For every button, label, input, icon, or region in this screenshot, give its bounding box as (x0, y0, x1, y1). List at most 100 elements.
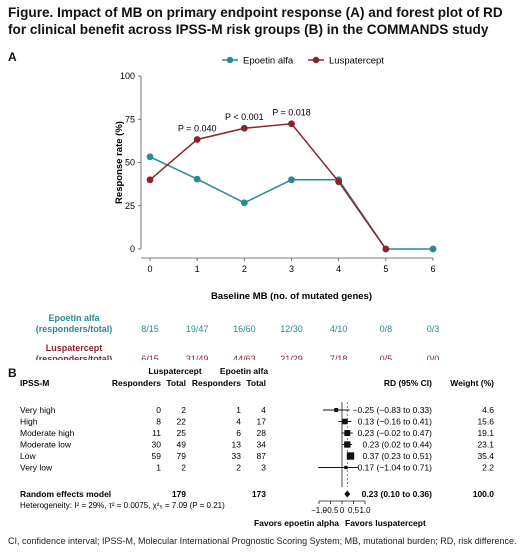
header-ipss-m: IPSS-M (20, 378, 49, 388)
y-tick-label: 0 (130, 244, 135, 254)
favors-right-label: Favors luspatercept (345, 518, 426, 528)
data-point (193, 136, 201, 143)
x-tick-label: 6 (430, 264, 435, 274)
x-tick-label: 3 (289, 264, 294, 274)
y-tick-label: 75 (125, 114, 135, 124)
row-lusp-responders: 30 (152, 440, 162, 450)
point-estimate-square (344, 441, 351, 448)
point-estimate-square (344, 430, 351, 436)
row-weight: 2.2 (482, 463, 494, 473)
row-weight: 19.1 (477, 428, 494, 438)
data-point (429, 245, 437, 253)
forest-x-tick-label: 1.0 (359, 506, 371, 515)
data-point (382, 245, 390, 253)
table-row-label: (responders/total) (36, 354, 113, 360)
row-lusp-total: 49 (177, 440, 187, 450)
summary-epo-total: 173 (252, 489, 266, 499)
header-responders: Responders (112, 378, 161, 388)
forest-x-tick-label: 0.5 (348, 506, 360, 515)
table-cell: 6/15 (141, 354, 159, 360)
table-cell: 4/10 (330, 324, 348, 334)
p-value-annotation: P = 0.040 (178, 123, 217, 133)
table-row-label: Luspatercept (46, 343, 103, 353)
data-point (288, 120, 295, 128)
forest-x-tick-label: −1.0 (311, 506, 327, 515)
point-estimate-square (342, 418, 348, 425)
legend-marker-0 (226, 56, 234, 64)
x-tick-label: 5 (383, 264, 388, 274)
panel-b-label: B (8, 366, 17, 380)
data-point (288, 176, 295, 184)
response-rate-line-chart: Epoetin alfa Luspatercept 0 25 50 75 100 0 1 2 3 4 5… (36, 56, 440, 361)
point-estimate-square (334, 408, 339, 412)
row-lusp-total: 2 (181, 405, 186, 415)
x-tick-label: 4 (336, 264, 341, 274)
row-rd-ci: 0.17 (−1.04 to 0.71) (358, 463, 433, 473)
data-point (146, 176, 154, 184)
header-total: Total (166, 378, 186, 388)
row-epo-total: 4 (261, 405, 266, 415)
series-line-1 (149, 122, 387, 250)
x-tick-label: 2 (242, 264, 247, 274)
row-group: Moderate low (20, 440, 72, 450)
row-group: Very high (20, 405, 56, 415)
table-cell: 12/30 (280, 324, 303, 334)
row-weight: 23.1 (477, 440, 494, 450)
table-cell: 0/3 (427, 324, 440, 334)
summary-label: Random effects model (20, 489, 111, 499)
x-tick-label: 0 (147, 264, 152, 274)
table-row-label: Epoetin alfa (48, 313, 100, 323)
row-rd-ci: −0.25 (−0.83 to 0.33) (353, 405, 433, 415)
row-group: Moderate high (20, 428, 75, 438)
header-responders: Responders (192, 378, 241, 388)
row-rd-ci: 0.23 (−0.02 to 0.47) (358, 428, 433, 438)
summary-rd-ci: 0.23 (0.10 to 0.36) (362, 489, 433, 499)
p-value-annotation: P = 0.018 (272, 108, 311, 118)
row-weight: 15.6 (477, 417, 494, 427)
figure-title: Figure. Impact of MB on primary endpoint… (8, 5, 503, 37)
row-lusp-total: 2 (181, 463, 186, 473)
data-point (146, 153, 154, 161)
row-lusp-responders: 8 (156, 417, 161, 427)
header-luspatercept: Luspatercept (148, 366, 202, 376)
row-epo-responders: 13 (232, 440, 242, 450)
table-cell: 16/60 (233, 324, 256, 334)
row-lusp-responders: 0 (156, 405, 161, 415)
row-lusp-responders: 11 (152, 428, 161, 438)
legend-label-1: Luspatercept (329, 56, 384, 67)
row-epo-responders: 6 (236, 428, 241, 438)
row-rd-ci: 0.23 (0.02 to 0.44) (363, 440, 433, 450)
panel-a-label: A (8, 50, 17, 64)
row-weight: 35.4 (477, 451, 494, 461)
row-rd-ci: 0.37 (0.23 to 0.51) (363, 451, 433, 461)
table-cell: 31/49 (186, 354, 209, 360)
row-epo-responders: 1 (236, 405, 241, 415)
y-tick-label: 100 (120, 71, 135, 81)
data-point (335, 178, 343, 186)
header-epoetin: Epoetin alfa (220, 366, 268, 376)
row-epo-total: 17 (257, 417, 267, 427)
row-lusp-total: 25 (177, 428, 187, 438)
table-cell: 0/8 (380, 324, 393, 334)
table-cell: 7/18 (330, 354, 348, 360)
table-cell: 21/29 (280, 354, 303, 360)
row-lusp-responders: 59 (152, 451, 162, 461)
row-epo-total: 87 (257, 451, 267, 461)
data-point (193, 175, 201, 183)
point-estimate-square (346, 452, 355, 460)
summary-diamond (344, 490, 351, 498)
row-lusp-responders: 1 (156, 463, 161, 473)
row-epo-total: 34 (257, 440, 267, 450)
row-epo-total: 3 (261, 463, 266, 473)
row-epo-responders: 33 (232, 451, 242, 461)
header-rd-ci: RD (95% CI) (384, 378, 432, 388)
row-epo-responders: 4 (236, 417, 241, 427)
favors-left-label: Favors epoetin alpha (254, 518, 339, 528)
p-value-annotation: P < 0.001 (225, 112, 264, 122)
data-point (240, 199, 248, 207)
point-estimate-square (344, 465, 348, 470)
x-axis-title: Baseline MB (no. of mutated genes) (211, 291, 372, 302)
series-line-0 (149, 156, 433, 250)
legend-marker-1 (312, 56, 320, 64)
row-lusp-total: 22 (177, 417, 187, 427)
